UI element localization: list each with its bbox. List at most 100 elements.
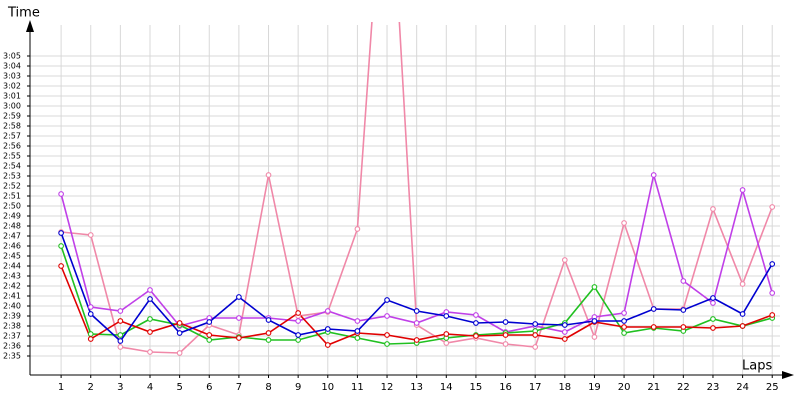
x-tick-label: 19	[588, 382, 601, 393]
data-point	[295, 310, 301, 316]
data-point	[650, 324, 657, 330]
y-tick-label: 2:48	[3, 222, 21, 231]
y-tick-label: 2:46	[3, 242, 21, 251]
x-tick-label: 5	[176, 382, 182, 393]
data-point	[769, 312, 776, 318]
x-tick-label: 14	[440, 382, 453, 393]
data-point	[650, 172, 657, 178]
data-point	[769, 261, 776, 267]
y-tick-label: 3:05	[3, 52, 21, 61]
data-point	[354, 328, 361, 334]
data-point	[413, 320, 420, 326]
x-tick-label: 15	[470, 382, 483, 393]
data-point	[265, 317, 272, 323]
data-point	[473, 333, 479, 339]
data-point	[473, 320, 479, 326]
y-tick-label: 2:36	[3, 342, 21, 351]
data-point	[443, 313, 450, 319]
data-point	[87, 336, 94, 342]
data-point	[621, 220, 627, 226]
x-tick-label: 8	[265, 382, 271, 393]
data-point	[147, 329, 153, 335]
data-point	[680, 278, 687, 284]
data-point	[236, 335, 242, 341]
x-tick-label: 13	[410, 382, 423, 393]
data-point	[117, 338, 124, 344]
data-point	[384, 313, 390, 319]
y-tick-label: 2:39	[3, 312, 21, 321]
data-point	[354, 335, 361, 341]
y-tick-label: 2:35	[3, 352, 21, 361]
y-tick-label: 2:41	[3, 292, 21, 301]
y-tick-label: 3:00	[3, 102, 21, 111]
data-point	[443, 340, 450, 346]
data-point	[324, 326, 331, 332]
plot-area	[58, 22, 776, 356]
data-point	[206, 319, 213, 325]
data-point	[384, 341, 390, 347]
y-tick-label: 2:47	[3, 232, 21, 241]
data-point	[295, 337, 301, 343]
data-point	[710, 206, 716, 212]
x-tick-label: 2	[88, 382, 94, 393]
data-point	[147, 296, 153, 302]
y-tick-label: 2:37	[3, 332, 21, 341]
data-point	[147, 349, 153, 355]
data-point	[58, 263, 64, 269]
y-tick-label: 2:43	[3, 272, 21, 281]
data-point	[413, 337, 420, 343]
data-point	[591, 284, 598, 290]
y-tick-label: 2:53	[3, 172, 21, 181]
x-tick-label: 17	[529, 382, 542, 393]
x-tick-label: 20	[618, 382, 631, 393]
data-point	[532, 321, 539, 327]
data-point	[591, 318, 598, 324]
y-tick-label: 2:38	[3, 322, 21, 331]
y-tick-label: 3:04	[3, 62, 21, 71]
y-tick-label: 2:44	[3, 262, 21, 271]
data-point	[384, 332, 390, 338]
data-point	[739, 187, 746, 193]
data-point	[621, 330, 627, 336]
data-point	[58, 243, 64, 249]
y-tick-label: 3:01	[3, 92, 21, 101]
y-tick-label: 2:55	[3, 152, 21, 161]
data-point	[58, 191, 64, 197]
y-tick-label: 2:52	[3, 182, 21, 191]
data-point	[58, 230, 64, 236]
data-point	[87, 232, 94, 238]
data-point	[117, 332, 124, 338]
x-tick-label: 16	[499, 382, 512, 393]
data-point	[147, 287, 153, 293]
data-point	[502, 332, 509, 338]
data-point	[710, 295, 716, 301]
x-axis-title: Laps	[742, 359, 772, 374]
data-point	[354, 318, 361, 324]
x-tick-label: 4	[147, 382, 153, 393]
x-axis-arrow	[782, 371, 794, 379]
x-tick-label: 10	[321, 382, 334, 393]
data-point	[413, 308, 420, 314]
data-point	[591, 334, 598, 340]
y-tick-label: 2:40	[3, 302, 21, 311]
x-tick-label: 7	[236, 382, 242, 393]
data-point	[236, 315, 242, 321]
data-point	[680, 307, 687, 313]
x-tick-label: 25	[766, 382, 779, 393]
data-point	[147, 316, 153, 322]
data-point	[621, 318, 627, 324]
x-tick-label: 21	[647, 382, 660, 393]
data-point	[87, 311, 94, 317]
data-point	[176, 320, 183, 326]
y-tick-label: 2:42	[3, 282, 21, 291]
data-point	[206, 332, 213, 338]
data-point	[680, 324, 687, 330]
data-point	[384, 297, 390, 303]
data-point	[561, 257, 568, 263]
data-point	[769, 290, 776, 296]
data-point	[502, 319, 509, 325]
data-point	[739, 311, 746, 317]
x-tick-label: 11	[351, 382, 364, 393]
x-tick-label: 9	[295, 382, 301, 393]
